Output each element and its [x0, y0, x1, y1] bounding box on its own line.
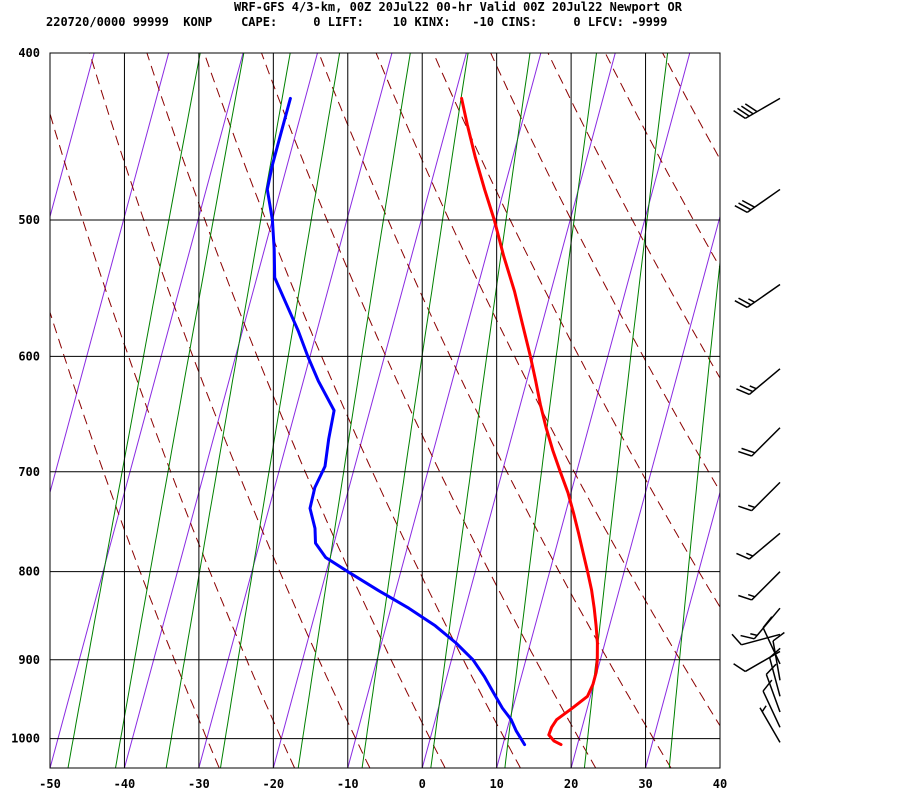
mixing-ratio-lines — [67, 15, 826, 783]
isotherm-line — [50, 53, 244, 768]
mixing-ratio-line — [583, 53, 669, 768]
dry-adiabat-line — [547, 53, 720, 379]
x-tick-label: 40 — [713, 777, 727, 791]
dry-adiabat-line — [432, 53, 720, 609]
x-tick-label: -20 — [262, 777, 284, 791]
chart-title: WRF-GFS 4/3-km, 00Z 20Jul22 00-hr Valid … — [234, 0, 682, 14]
x-tick-label: 0 — [419, 777, 426, 791]
dry-adiabat-line — [662, 53, 720, 161]
isotherm-line — [0, 0, 36, 789]
mixing-ratio-line — [297, 53, 411, 768]
mixing-ratio-line — [757, 15, 826, 783]
dry-adiabat-line — [260, 53, 597, 768]
wind-barb — [733, 97, 781, 120]
wind-barb — [733, 650, 781, 673]
dry-adiabat-line — [869, 15, 900, 783]
x-tick-label: -50 — [39, 777, 61, 791]
dry-adiabat-line — [812, 15, 900, 783]
isotherm-line — [272, 53, 467, 768]
grid — [49, 52, 721, 768]
pressure-tick-label: 900 — [18, 653, 40, 667]
x-tick-label: 20 — [564, 777, 578, 791]
isotherm-line — [421, 53, 616, 768]
dry-adiabat-line — [719, 53, 720, 55]
wind-barb — [734, 283, 781, 309]
isotherm-line — [50, 53, 170, 495]
pressure-tick-label: 1000 — [11, 732, 40, 746]
mixing-ratio-line — [219, 53, 341, 768]
wind-barb — [762, 679, 781, 728]
wind-barb — [738, 571, 781, 601]
isotherm-line — [50, 53, 95, 219]
sounding-series — [265, 96, 599, 747]
isotherm-line — [789, 0, 900, 789]
wind-barb — [738, 481, 781, 512]
dewpoint-profile-line — [265, 96, 527, 747]
temperature-profile-line — [460, 96, 599, 747]
mixing-ratio-line — [430, 53, 531, 768]
pressure-tick-label: 500 — [18, 213, 40, 227]
dry-adiabat-line — [604, 53, 720, 269]
wind-barb — [738, 427, 781, 457]
x-tick-label: 30 — [638, 777, 652, 791]
pressure-tick-label: 700 — [18, 465, 40, 479]
isotherm-line — [198, 53, 393, 768]
dry-adiabat-line — [490, 53, 720, 493]
isotherm-line — [570, 214, 720, 768]
mixing-ratio-line — [361, 53, 469, 768]
dry-adiabat-line — [50, 112, 296, 768]
pressure-tick-label: 400 — [18, 46, 40, 60]
mixing-ratio-line — [165, 53, 291, 768]
isotherm-line — [645, 490, 720, 768]
isotherm-line — [123, 53, 318, 768]
dry-adiabat-line — [50, 310, 220, 768]
mixing-ratio-line — [668, 257, 720, 768]
x-tick-labels: -50 -40 -30 -20 -10 0 10 20 30 40 — [39, 777, 727, 791]
mixing-ratio-line — [114, 53, 245, 768]
plot-frame — [49, 52, 721, 769]
pressure-tick-label: 800 — [18, 565, 40, 579]
wind-barb — [740, 607, 781, 640]
dry-adiabat-line — [318, 53, 672, 768]
mixing-ratio-line — [67, 53, 201, 768]
station-indices-line: 220720/0000 99999 KONP CAPE: 0 LIFT: 10 … — [46, 15, 668, 29]
wind-barb — [736, 532, 781, 560]
dry-adiabat-line — [89, 53, 371, 768]
pressure-tick-label: 600 — [18, 349, 40, 363]
x-tick-label: -10 — [337, 777, 359, 791]
x-tick-label: -40 — [114, 777, 136, 791]
isotherm-line — [719, 766, 720, 768]
wind-barb — [765, 663, 781, 713]
mixing-ratio-line — [504, 53, 598, 768]
plot-border — [49, 52, 721, 769]
x-tick-label: -30 — [188, 777, 210, 791]
wind-barb — [734, 188, 781, 214]
wind-barb — [736, 368, 781, 396]
wind-barb — [762, 616, 781, 665]
wind-barb — [772, 631, 785, 681]
pressure-tick-labels: 400 500 600 700 800 900 1000 — [11, 46, 40, 746]
dry-adiabat-lines — [50, 15, 900, 783]
wind-barb — [731, 633, 781, 646]
wind-barb — [759, 705, 781, 743]
wind-barbs — [731, 97, 785, 743]
wind-barb — [768, 647, 781, 697]
x-tick-label: 10 — [489, 777, 503, 791]
dry-adiabat-line — [375, 53, 720, 727]
